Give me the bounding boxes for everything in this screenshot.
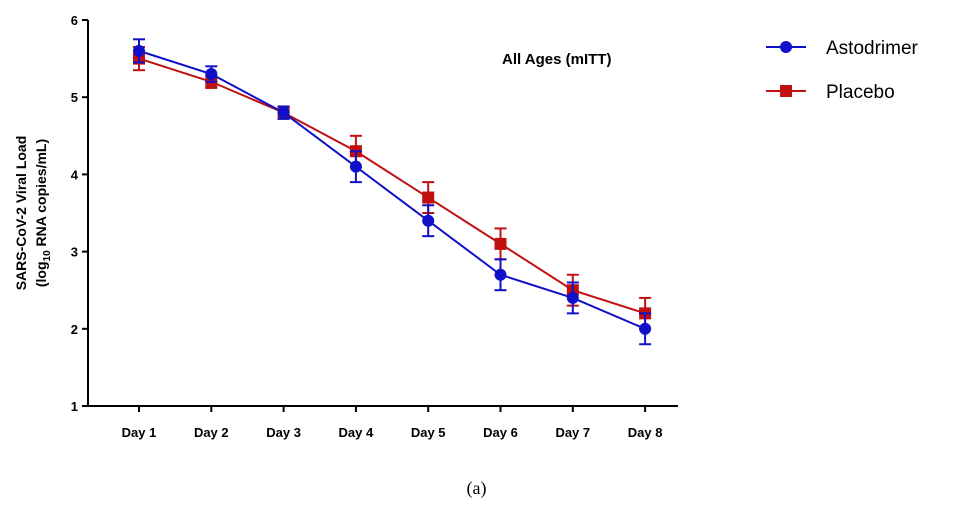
y-axis-label-line2: (log10 RNA copies/mL) <box>33 139 53 287</box>
series-astodrimer <box>133 38 652 346</box>
y-tick-label: 1 <box>71 399 78 414</box>
legend-item-astodrimer: Astodrimer <box>766 38 919 59</box>
legend-marker-placebo <box>780 85 792 97</box>
x-tick-label: Day 4 <box>339 425 374 440</box>
data-point-astodrimer <box>133 44 145 57</box>
x-tick-label: Day 8 <box>628 425 663 440</box>
figure-caption: (a) <box>466 478 487 498</box>
series-layer <box>133 38 652 346</box>
x-tick-label: Day 5 <box>411 425 446 440</box>
legend-label-astodrimer: Astodrimer <box>826 38 919 59</box>
x-tick-label: Day 6 <box>483 425 518 440</box>
data-point-astodrimer <box>205 68 218 81</box>
data-point-astodrimer <box>422 214 435 227</box>
x-tick-label: Day 7 <box>555 425 590 440</box>
viral-load-chart: 1 2 3 4 5 6 Day 1 Day 2 Day 3 Day 4 Day 5 Day 6 Day … <box>13 13 919 440</box>
data-point-placebo <box>494 237 507 250</box>
y-axis-label-line1: SARS-CoV-2 Viral Load <box>13 136 29 291</box>
y-tick-label: 2 <box>71 322 78 337</box>
series-line-placebo <box>138 57 646 315</box>
data-point-astodrimer <box>639 322 652 335</box>
y-tick-label: 6 <box>71 13 78 28</box>
y-tick-label: 3 <box>71 245 78 260</box>
data-point-placebo <box>422 191 435 204</box>
x-tick-label: Day 1 <box>122 425 157 440</box>
legend-label-placebo: Placebo <box>826 82 895 103</box>
data-point-astodrimer <box>566 291 579 304</box>
data-point-astodrimer <box>494 268 507 281</box>
x-tick-label: Day 3 <box>266 425 301 440</box>
legend-item-placebo: Placebo <box>766 82 895 103</box>
data-point-astodrimer <box>277 106 290 119</box>
series-line-astodrimer <box>138 49 646 330</box>
legend: Astodrimer Placebo <box>766 38 919 103</box>
x-tick-label: Day 2 <box>194 425 229 440</box>
data-point-astodrimer <box>349 160 362 173</box>
y-tick-label: 5 <box>71 90 78 105</box>
y-axis-label: SARS-CoV-2 Viral Load (log10 RNA copies/… <box>13 136 53 291</box>
chart-subtitle: All Ages (mITT) <box>502 51 611 68</box>
legend-marker-astodrimer <box>780 41 792 53</box>
axes: 1 2 3 4 5 6 Day 1 Day 2 Day 3 Day 4 Day 5 Day 6 Day … <box>71 13 678 440</box>
y-tick-label: 4 <box>71 167 79 182</box>
